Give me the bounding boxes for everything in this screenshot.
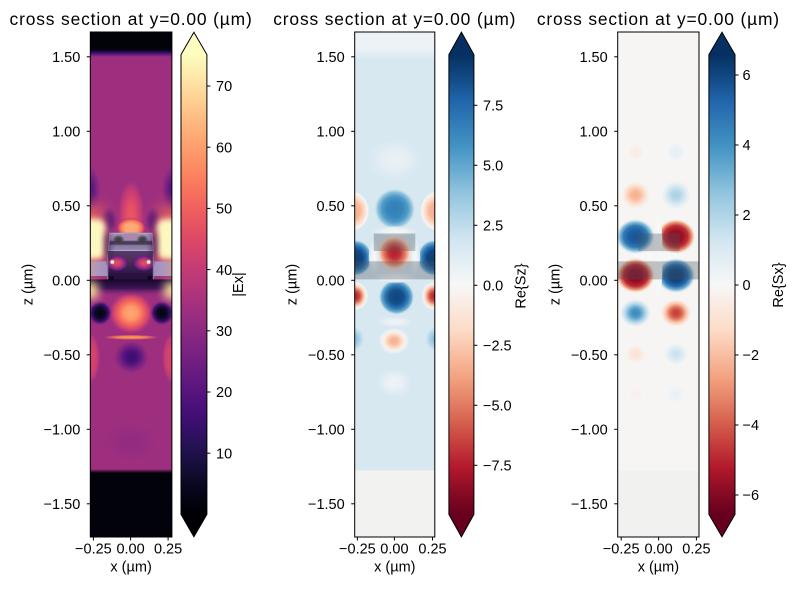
svg-text:Re{Sz}: Re{Sz} <box>514 263 530 308</box>
svg-text:0: 0 <box>743 278 751 294</box>
svg-text:−5.0: −5.0 <box>483 399 512 415</box>
svg-text:0.25: 0.25 <box>682 542 710 558</box>
svg-text:0.50: 0.50 <box>316 199 344 215</box>
svg-text:−2: −2 <box>743 348 760 364</box>
svg-text:−6: −6 <box>743 488 760 504</box>
svg-text:0.00: 0.00 <box>52 274 80 290</box>
svg-text:0.00: 0.00 <box>116 542 144 558</box>
svg-text:0.00: 0.00 <box>644 542 672 558</box>
svg-text:2: 2 <box>743 208 751 224</box>
svg-text:1.50: 1.50 <box>316 50 344 66</box>
svg-text:−1.50: −1.50 <box>571 497 608 513</box>
svg-text:6: 6 <box>743 68 751 84</box>
svg-text:0.50: 0.50 <box>579 199 607 215</box>
svg-text:−1.50: −1.50 <box>308 497 345 513</box>
svg-text:|Ex|: |Ex| <box>231 272 247 296</box>
svg-text:4: 4 <box>743 138 751 154</box>
svg-text:−2.5: −2.5 <box>483 339 512 355</box>
svg-text:z (µm): z (µm) <box>20 264 36 305</box>
svg-text:cross section at y=0.00 (µm): cross section at y=0.00 (µm) <box>273 9 516 29</box>
svg-text:20: 20 <box>216 385 232 401</box>
svg-text:−1.00: −1.00 <box>571 423 608 439</box>
svg-text:2.5: 2.5 <box>483 219 503 235</box>
svg-text:−1.00: −1.00 <box>308 423 345 439</box>
svg-text:Re{Sx}: Re{Sx} <box>771 262 787 307</box>
svg-text:z (µm): z (µm) <box>548 264 564 305</box>
svg-text:1.50: 1.50 <box>52 50 80 66</box>
svg-text:0.00: 0.00 <box>579 274 607 290</box>
svg-text:10: 10 <box>216 446 232 462</box>
svg-text:70: 70 <box>216 79 232 95</box>
svg-text:5.0: 5.0 <box>483 159 503 175</box>
svg-text:x (µm): x (µm) <box>638 560 679 576</box>
svg-text:−0.25: −0.25 <box>603 542 640 558</box>
svg-text:1.00: 1.00 <box>316 125 344 141</box>
svg-text:cross section at y=0.00 (µm): cross section at y=0.00 (µm) <box>537 9 780 29</box>
svg-text:x (µm): x (µm) <box>374 560 415 576</box>
svg-text:60: 60 <box>216 140 232 156</box>
svg-text:30: 30 <box>216 324 232 340</box>
svg-text:7.5: 7.5 <box>483 99 503 115</box>
svg-text:40: 40 <box>216 263 232 279</box>
svg-text:0.00: 0.00 <box>316 274 344 290</box>
svg-text:z (µm): z (µm) <box>285 264 301 305</box>
svg-text:−0.50: −0.50 <box>308 348 345 364</box>
svg-text:−0.50: −0.50 <box>571 348 608 364</box>
svg-text:1.50: 1.50 <box>579 50 607 66</box>
svg-text:0.50: 0.50 <box>52 199 80 215</box>
svg-text:−1.00: −1.00 <box>44 423 81 439</box>
svg-text:0.0: 0.0 <box>483 279 503 295</box>
svg-text:−4: −4 <box>743 418 760 434</box>
svg-text:0.25: 0.25 <box>154 542 182 558</box>
svg-text:−0.50: −0.50 <box>44 348 81 364</box>
svg-text:1.00: 1.00 <box>579 125 607 141</box>
svg-text:50: 50 <box>216 202 232 218</box>
svg-text:0.25: 0.25 <box>418 542 446 558</box>
svg-text:x (µm): x (µm) <box>110 560 151 576</box>
svg-text:−0.25: −0.25 <box>75 542 112 558</box>
svg-text:0.00: 0.00 <box>380 542 408 558</box>
svg-text:1.00: 1.00 <box>52 125 80 141</box>
svg-text:cross section at y=0.00 (µm): cross section at y=0.00 (µm) <box>10 9 253 29</box>
svg-text:−7.5: −7.5 <box>483 459 512 475</box>
svg-text:−0.25: −0.25 <box>339 542 376 558</box>
svg-text:−1.50: −1.50 <box>44 497 81 513</box>
